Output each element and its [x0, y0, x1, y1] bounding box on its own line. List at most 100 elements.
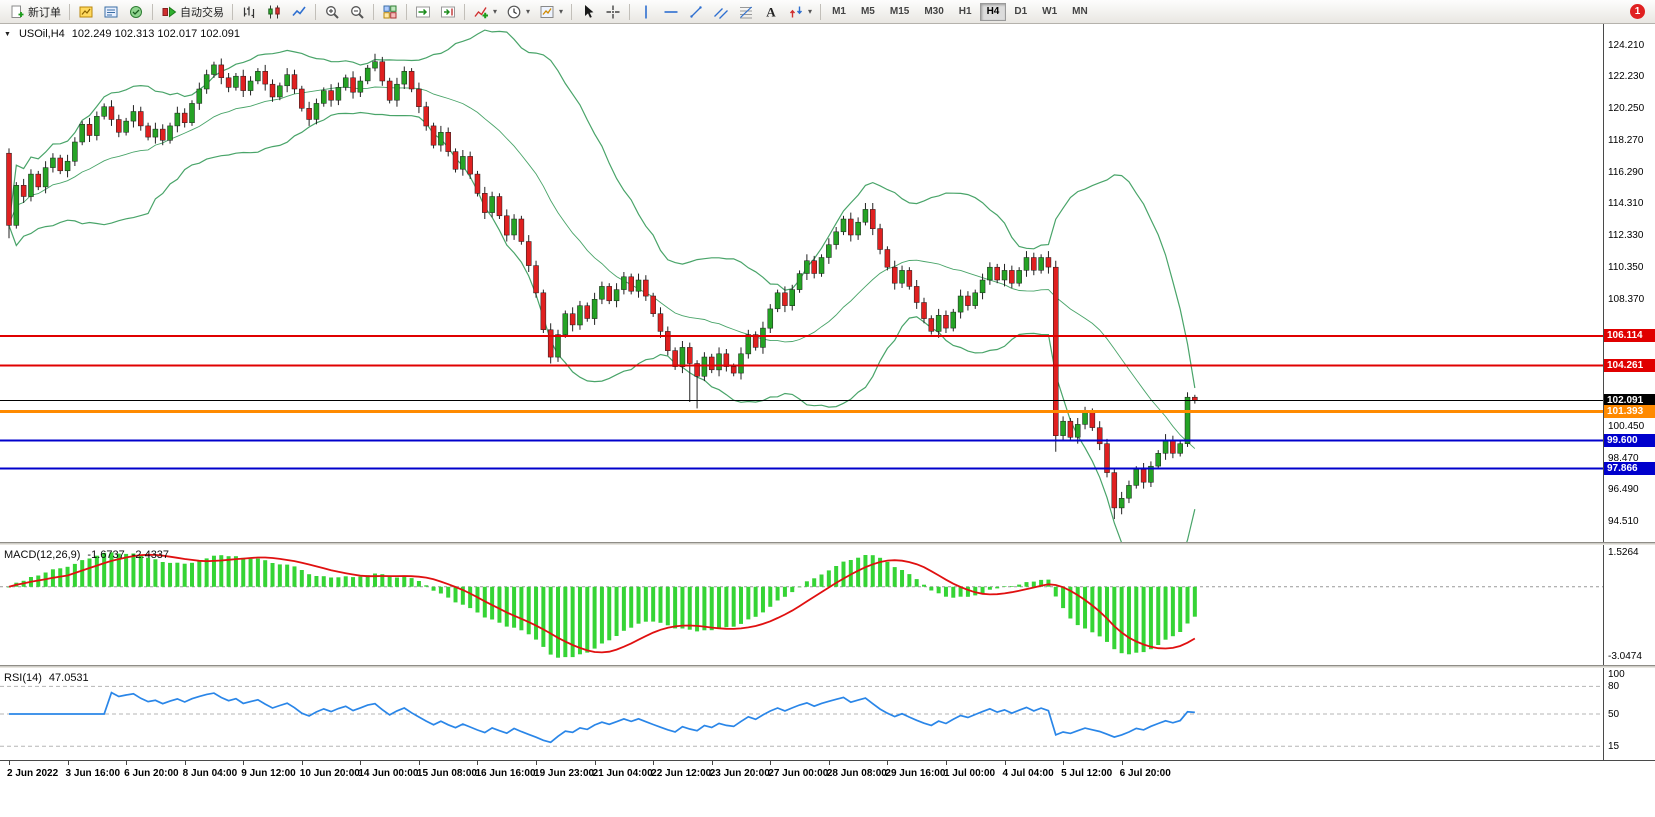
doc-plus-icon	[11, 5, 24, 18]
timeframe-M1[interactable]: M1	[832, 5, 846, 17]
trendline-button[interactable]	[684, 2, 708, 22]
cursor-icon	[585, 4, 594, 18]
rsi-axis-tick: 80	[1608, 681, 1620, 693]
price-badge-104.261[interactable]: 104.261	[1604, 359, 1655, 373]
tile-windows-button[interactable]	[378, 2, 402, 22]
timeframe-H4[interactable]: H4	[979, 2, 1007, 21]
auto-scroll-button[interactable]	[411, 2, 435, 22]
notification-badge[interactable]: 1	[1630, 4, 1645, 19]
chart-menu-triangle-icon[interactable]: ▼	[4, 30, 11, 38]
time-axis-tick	[126, 761, 128, 765]
zoom-out-button[interactable]	[345, 2, 369, 22]
crosshair-button[interactable]	[601, 2, 625, 22]
price-axis-tick: 120.250	[1608, 103, 1645, 115]
new-order-button[interactable]: 新订单	[5, 2, 65, 22]
time-axis[interactable]: 2 Jun 2022 3 Jun 16:00 6 Jun 20:00 8 Jun 04…	[0, 760, 1655, 788]
bars-icon	[243, 6, 255, 18]
time-axis-tick	[1063, 761, 1065, 765]
timeframe-W1[interactable]: W1	[1042, 5, 1058, 17]
auto-scroll-icon	[416, 6, 430, 17]
rsi-splitter[interactable]	[0, 665, 1655, 668]
autotrading-button[interactable]: 自动交易	[157, 2, 228, 22]
price-badge-102.091[interactable]: 102.091	[1604, 394, 1655, 408]
trendline-icon	[690, 5, 702, 18]
main-chart[interactable]	[0, 24, 1603, 542]
timeframe-M15[interactable]: M15	[889, 5, 910, 17]
time-axis-label: 19 Jun 23:00	[534, 768, 595, 779]
chart-bars-button[interactable]	[237, 2, 261, 22]
cursor-button[interactable]	[576, 2, 600, 22]
macd-panel[interactable]	[0, 545, 1603, 665]
macd-axis-max: 1.5264	[1608, 547, 1639, 558]
vertical-line-button[interactable]	[634, 2, 658, 22]
clock-icon	[507, 5, 521, 18]
price-axis-tick: 100.450	[1608, 420, 1645, 432]
strategy-tester-button[interactable]	[124, 2, 148, 22]
time-axis-tick	[9, 761, 10, 765]
time-axis-label: 5 Jul 12:00	[1061, 768, 1113, 779]
time-axis-label: 28 Jun 08:00	[826, 768, 887, 779]
indicators-button[interactable]: ▾	[469, 2, 501, 22]
time-axis-label: 14 Jun 00:00	[358, 768, 419, 779]
data-window-button[interactable]	[99, 2, 123, 22]
autotrade-icon	[162, 6, 177, 17]
time-axis-tick	[594, 761, 596, 765]
time-axis-label: 22 Jun 12:00	[651, 768, 712, 779]
time-axis-tick	[1121, 761, 1123, 765]
rsi-label: RSI(14)	[4, 672, 42, 684]
time-axis-tick	[418, 761, 420, 765]
toolbar-separator	[69, 3, 70, 20]
equidistant-channel-button[interactable]	[709, 2, 733, 22]
timeframe-D1[interactable]: D1	[1014, 5, 1028, 17]
zoom-in-button[interactable]	[320, 2, 344, 22]
periods-button[interactable]: ▾	[502, 2, 534, 22]
horizontal-line-button[interactable]	[659, 2, 683, 22]
tester-icon	[130, 5, 142, 18]
main-chart-header: ▼ USOil,H4 102.249 102.313 102.017 102.0…	[4, 27, 240, 41]
market-watch-button[interactable]	[74, 2, 98, 22]
timeframe-MN[interactable]: MN	[1072, 5, 1088, 17]
price-badge-106.114[interactable]: 106.114	[1604, 329, 1655, 343]
time-axis-tick	[711, 761, 713, 765]
timeframe-H1[interactable]: H1	[958, 5, 972, 17]
text-label-button[interactable]: A	[759, 2, 783, 22]
price-axis[interactable]: 1.5264 -3.0474 106.114 104.261 102.091 101.…	[1603, 24, 1655, 760]
tile-icon	[383, 5, 397, 18]
chart-workspace[interactable]: ▼ USOil,H4 102.249 102.313 102.017 102.0…	[0, 24, 1655, 817]
time-axis-label: 6 Jun 20:00	[124, 768, 179, 779]
fibo-icon	[740, 6, 753, 18]
time-axis-tick	[243, 761, 245, 765]
rsi-axis-tick: 15	[1608, 741, 1620, 753]
channel-icon	[714, 7, 729, 19]
time-axis-label: 3 Jun 16:00	[65, 768, 121, 779]
rsi-panel[interactable]	[0, 668, 1603, 760]
hline-icon	[664, 10, 678, 13]
chart-shift-button[interactable]	[436, 2, 460, 22]
time-axis-tick	[828, 761, 830, 765]
price-badge-99.600[interactable]: 99.600	[1604, 433, 1655, 447]
time-axis-tick	[770, 761, 772, 765]
macd-signal-line	[8, 553, 1196, 654]
caret-down-icon: ▾	[559, 7, 564, 16]
time-axis-label: 15 Jun 08:00	[416, 768, 477, 779]
timeframe-M30[interactable]: M30	[924, 5, 944, 17]
macd-splitter[interactable]	[0, 542, 1655, 545]
toolbar-separator	[820, 3, 822, 20]
time-axis-label: 6 Jul 20:00	[1119, 768, 1171, 779]
time-axis-tick	[945, 761, 947, 765]
chart-line-button[interactable]	[287, 2, 311, 22]
price-badge-97.866[interactable]: 97.866	[1604, 461, 1655, 475]
timeframe-M5[interactable]: M5	[860, 5, 875, 17]
chart-candles-button[interactable]	[262, 2, 286, 22]
arrows-button[interactable]: ▾	[784, 2, 816, 22]
caret-down-icon: ▾	[526, 7, 531, 16]
rsi-value: 47.0531	[48, 672, 89, 684]
toolbar: 新订单 自动交易 ▾ ▾ ▾ A ▾ M1 M5 M15 M30 H1 H4 D1 W1 MN 1	[0, 0, 1655, 24]
templates-button[interactable]: ▾	[535, 2, 567, 22]
price-axis-tick: 112.330	[1608, 230, 1644, 242]
fibonacci-button[interactable]	[734, 2, 758, 22]
price-axis-tick: 114.310	[1608, 198, 1644, 210]
price-badge-101.393[interactable]: 101.393	[1604, 405, 1655, 419]
rsi-header: RSI(14) 47.0531	[4, 671, 89, 685]
